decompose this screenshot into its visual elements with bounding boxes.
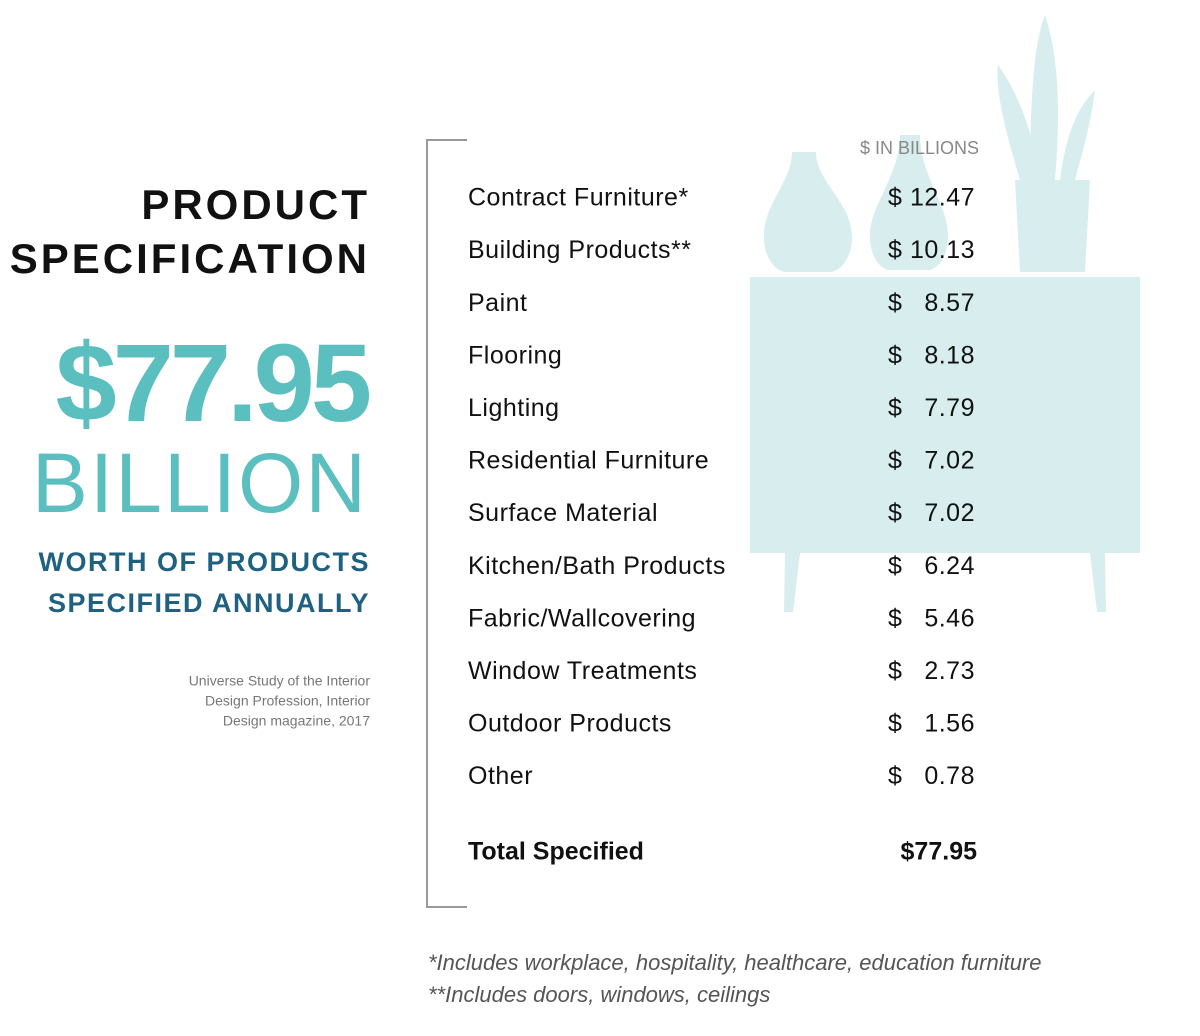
vase [764, 152, 852, 272]
row-label: Paint [468, 289, 527, 317]
row-label: Surface Material [468, 499, 658, 527]
row-symbol: $ [888, 499, 902, 527]
row-symbol: $ [888, 394, 902, 422]
plant-pot [1015, 180, 1090, 272]
row-symbol: $ [888, 447, 902, 475]
row-label: Outdoor Products [468, 710, 672, 738]
row-label: Other [468, 762, 533, 790]
row-symbol: $ [888, 710, 902, 738]
total-value: $77.95 [901, 838, 978, 866]
headline-unit: BILLION [32, 436, 368, 530]
row-label: Contract Furniture* [468, 184, 689, 212]
left-panel: PRODUCT SPECIFICATION $77.95 BILLION WOR… [10, 181, 374, 729]
source: Design magazine, 2017 [223, 713, 370, 729]
source: Design Profession, Interior [205, 693, 370, 709]
plant-leaf [1030, 15, 1058, 180]
footnote: **Includes doors, windows, ceilings [428, 982, 770, 1007]
row-amount: 8.18 [924, 341, 975, 369]
title: SPECIFICATION [10, 235, 370, 282]
row-symbol: $ [888, 657, 902, 685]
source: Universe Study of the Interior [189, 673, 371, 689]
row-label: Lighting [468, 394, 560, 422]
row-amount: 7.79 [924, 394, 975, 422]
headline-value: $77.95 [56, 322, 370, 445]
row-symbol: $ [888, 184, 902, 212]
table: Contract Furniture* $12.47 Building Produc… [468, 184, 975, 791]
cabinet-leg [784, 553, 800, 612]
row-label: Kitchen/Bath Products [468, 552, 726, 580]
row-label: Residential Furniture [468, 447, 709, 475]
illustration [750, 15, 1140, 612]
row-amount: 2.73 [924, 657, 975, 685]
row-amount: 1.56 [924, 710, 975, 738]
row-symbol: $ [888, 604, 902, 632]
cabinet [750, 277, 1140, 553]
title: PRODUCT [141, 181, 370, 228]
row-label: Building Products** [468, 236, 692, 264]
row-label: Window Treatments [468, 657, 697, 685]
bracket [426, 139, 467, 908]
row-amount: 7.02 [924, 447, 975, 475]
row-amount: 8.57 [924, 289, 975, 317]
total-label: Total Specified [468, 838, 644, 866]
unit-label: $ IN BILLIONS [860, 138, 979, 158]
row-amount: 10.13 [910, 236, 975, 264]
row-amount: 12.47 [910, 184, 975, 212]
row-symbol: $ [888, 762, 902, 790]
row-symbol: $ [888, 552, 902, 580]
row-symbol: $ [888, 341, 902, 369]
vase [870, 135, 948, 270]
row-label: Flooring [468, 341, 562, 369]
row-symbol: $ [888, 236, 902, 264]
subtitle: SPECIFIED ANNUALLY [48, 588, 370, 618]
subtitle: WORTH OF PRODUCTS [39, 547, 370, 577]
row-amount: 6.24 [924, 552, 975, 580]
row-symbol: $ [888, 289, 902, 317]
footnote: *Includes workplace, hospitality, health… [428, 950, 1042, 975]
cabinet-leg [1090, 553, 1106, 612]
plant-leaf [1060, 90, 1095, 180]
row-label: Fabric/Wallcovering [468, 604, 696, 632]
plant-leaf [997, 65, 1040, 180]
row-amount: 5.46 [924, 604, 975, 632]
row-amount: 0.78 [924, 762, 975, 790]
row-amount: 7.02 [924, 499, 975, 527]
